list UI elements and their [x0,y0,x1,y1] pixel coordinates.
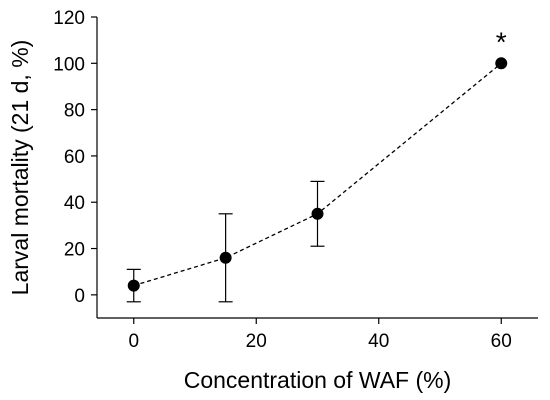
y-tick-label: 0 [74,286,85,307]
data-points [127,57,508,292]
x-tick-label: 60 [491,331,512,352]
series-line [133,62,502,287]
x-axis-ticks: 0 20 40 60 [128,318,512,352]
significance-asterisk: * [496,26,507,57]
data-point [219,251,232,264]
y-tick-label: 40 [64,193,85,214]
data-point [495,57,508,70]
annotations: * [496,26,507,57]
x-tick-label: 0 [128,331,139,352]
y-axis-title: Larval mortality (21 d, %) [7,40,33,296]
y-tick-label: 80 [64,101,85,122]
error-bars [126,180,325,303]
x-axis-title: Concentration of WAF (%) [184,367,452,393]
y-tick-label: 20 [64,240,85,261]
data-point [127,279,140,292]
y-axis-ticks: 0 20 40 60 80 100 120 [53,8,97,307]
y-tick-label: 120 [53,8,85,29]
x-tick-label: 40 [368,331,389,352]
y-tick-label: 100 [53,54,85,75]
axes [96,17,538,319]
x-tick-label: 20 [246,331,267,352]
y-tick-label: 60 [64,147,85,168]
series-layer [133,62,502,287]
data-point [311,207,324,220]
